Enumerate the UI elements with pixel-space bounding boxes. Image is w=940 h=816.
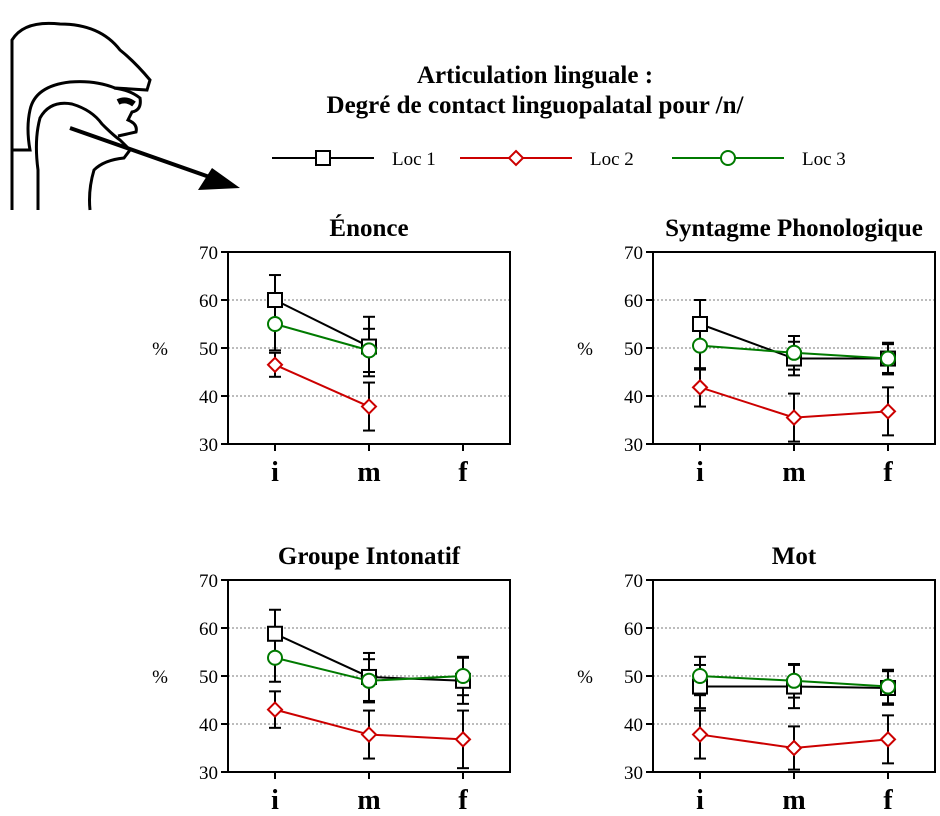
y-axis-label: % <box>152 339 168 360</box>
data-point <box>692 668 708 684</box>
series-3 <box>269 296 375 373</box>
data-point <box>266 356 284 374</box>
data-point <box>692 316 708 332</box>
data-point <box>267 292 283 308</box>
series-line <box>274 363 370 408</box>
data-point <box>879 402 897 420</box>
y-tick-label: 60 <box>624 291 643 312</box>
y-tick-label: 30 <box>624 435 643 456</box>
x-tick-label: f <box>458 457 468 488</box>
arrow-icon <box>69 126 240 190</box>
y-tick-label: 40 <box>624 387 643 408</box>
data-point <box>455 668 471 684</box>
y-axis-label: % <box>577 667 593 688</box>
x-tick-label: f <box>458 785 468 816</box>
data-point <box>786 344 802 361</box>
chart-title: Groupe Intonatif <box>278 543 461 570</box>
y-tick-label: 40 <box>199 715 218 736</box>
data-point <box>785 739 803 757</box>
data-point <box>361 672 377 689</box>
data-point <box>880 350 896 367</box>
figure-title-line2: Degré de contact linguopalatal pour /n/ <box>326 92 744 119</box>
legend: Loc 1 Loc 2 Loc 3 <box>272 149 846 170</box>
x-tick-label: i <box>696 785 704 816</box>
legend-label: Loc 2 <box>590 149 634 170</box>
data-point <box>454 730 472 748</box>
x-tick-label: f <box>883 785 893 816</box>
y-tick-label: 40 <box>624 715 643 736</box>
legend-marker <box>315 150 331 166</box>
x-tick-label: i <box>696 457 704 488</box>
y-tick-label: 30 <box>199 763 218 784</box>
y-tick-label: 50 <box>199 339 218 360</box>
series-line <box>274 323 370 352</box>
chart-panel-3: Groupe Intonatif 30 40 50 60 70% i m f <box>152 543 511 816</box>
chart-title: Syntagme Phonologique <box>665 215 923 242</box>
y-tick-label: 40 <box>199 387 218 408</box>
data-point <box>361 342 377 359</box>
x-tick-label: i <box>271 785 279 816</box>
y-axis-label: % <box>152 667 168 688</box>
x-tick-label: m <box>782 785 805 816</box>
y-tick-label: 60 <box>624 619 643 640</box>
data-point <box>879 730 897 748</box>
series-2 <box>269 351 375 432</box>
data-point <box>360 398 378 415</box>
data-point <box>692 337 708 354</box>
chart-panel-4: Mot 30 40 50 60 70% i m f <box>577 543 936 816</box>
legend-label: Loc 1 <box>392 149 436 170</box>
data-point <box>691 378 709 396</box>
data-point <box>267 625 283 642</box>
y-axis-label: % <box>577 339 593 360</box>
x-tick-label: m <box>357 785 380 816</box>
chart-title: Énonce <box>329 214 408 242</box>
y-tick-label: 70 <box>199 571 218 592</box>
legend-item-2: Loc 2 <box>460 149 634 170</box>
x-tick-label: f <box>883 457 893 488</box>
y-tick-label: 30 <box>624 763 643 784</box>
legend-item-3: Loc 3 <box>672 149 846 170</box>
figure-title-line1: Articulation linguale : <box>416 62 654 89</box>
y-tick-label: 50 <box>624 339 643 360</box>
x-tick-label: m <box>782 457 805 488</box>
data-point <box>880 678 896 695</box>
legend-marker <box>720 150 736 166</box>
data-point <box>785 409 803 427</box>
data-point <box>266 701 284 719</box>
data-point <box>691 726 709 743</box>
legend-item-1: Loc 1 <box>272 149 436 170</box>
data-point <box>786 672 802 689</box>
chart-title: Mot <box>772 543 817 570</box>
data-point <box>360 726 378 743</box>
x-tick-label: m <box>357 457 380 488</box>
y-tick-label: 50 <box>624 667 643 688</box>
y-tick-label: 60 <box>199 291 218 312</box>
data-point <box>267 649 283 666</box>
chart-panel-1: Énonce 30 40 50 60 70% i m f <box>152 214 511 488</box>
y-tick-label: 70 <box>199 243 218 264</box>
data-point <box>267 316 283 332</box>
series-1 <box>269 274 375 378</box>
y-tick-label: 60 <box>199 619 218 640</box>
legend-label: Loc 3 <box>802 149 846 170</box>
series-2 <box>694 367 894 443</box>
x-tick-label: i <box>271 457 279 488</box>
y-tick-label: 70 <box>624 571 643 592</box>
legend-marker <box>507 149 525 167</box>
y-tick-label: 30 <box>199 435 218 456</box>
series-line <box>274 299 370 348</box>
vocal-tract-illustration <box>10 16 164 212</box>
chart-panel-2: Syntagme Phonologique 30 40 50 60 70% i m f <box>577 215 936 488</box>
y-tick-label: 50 <box>199 667 218 688</box>
y-tick-label: 70 <box>624 243 643 264</box>
